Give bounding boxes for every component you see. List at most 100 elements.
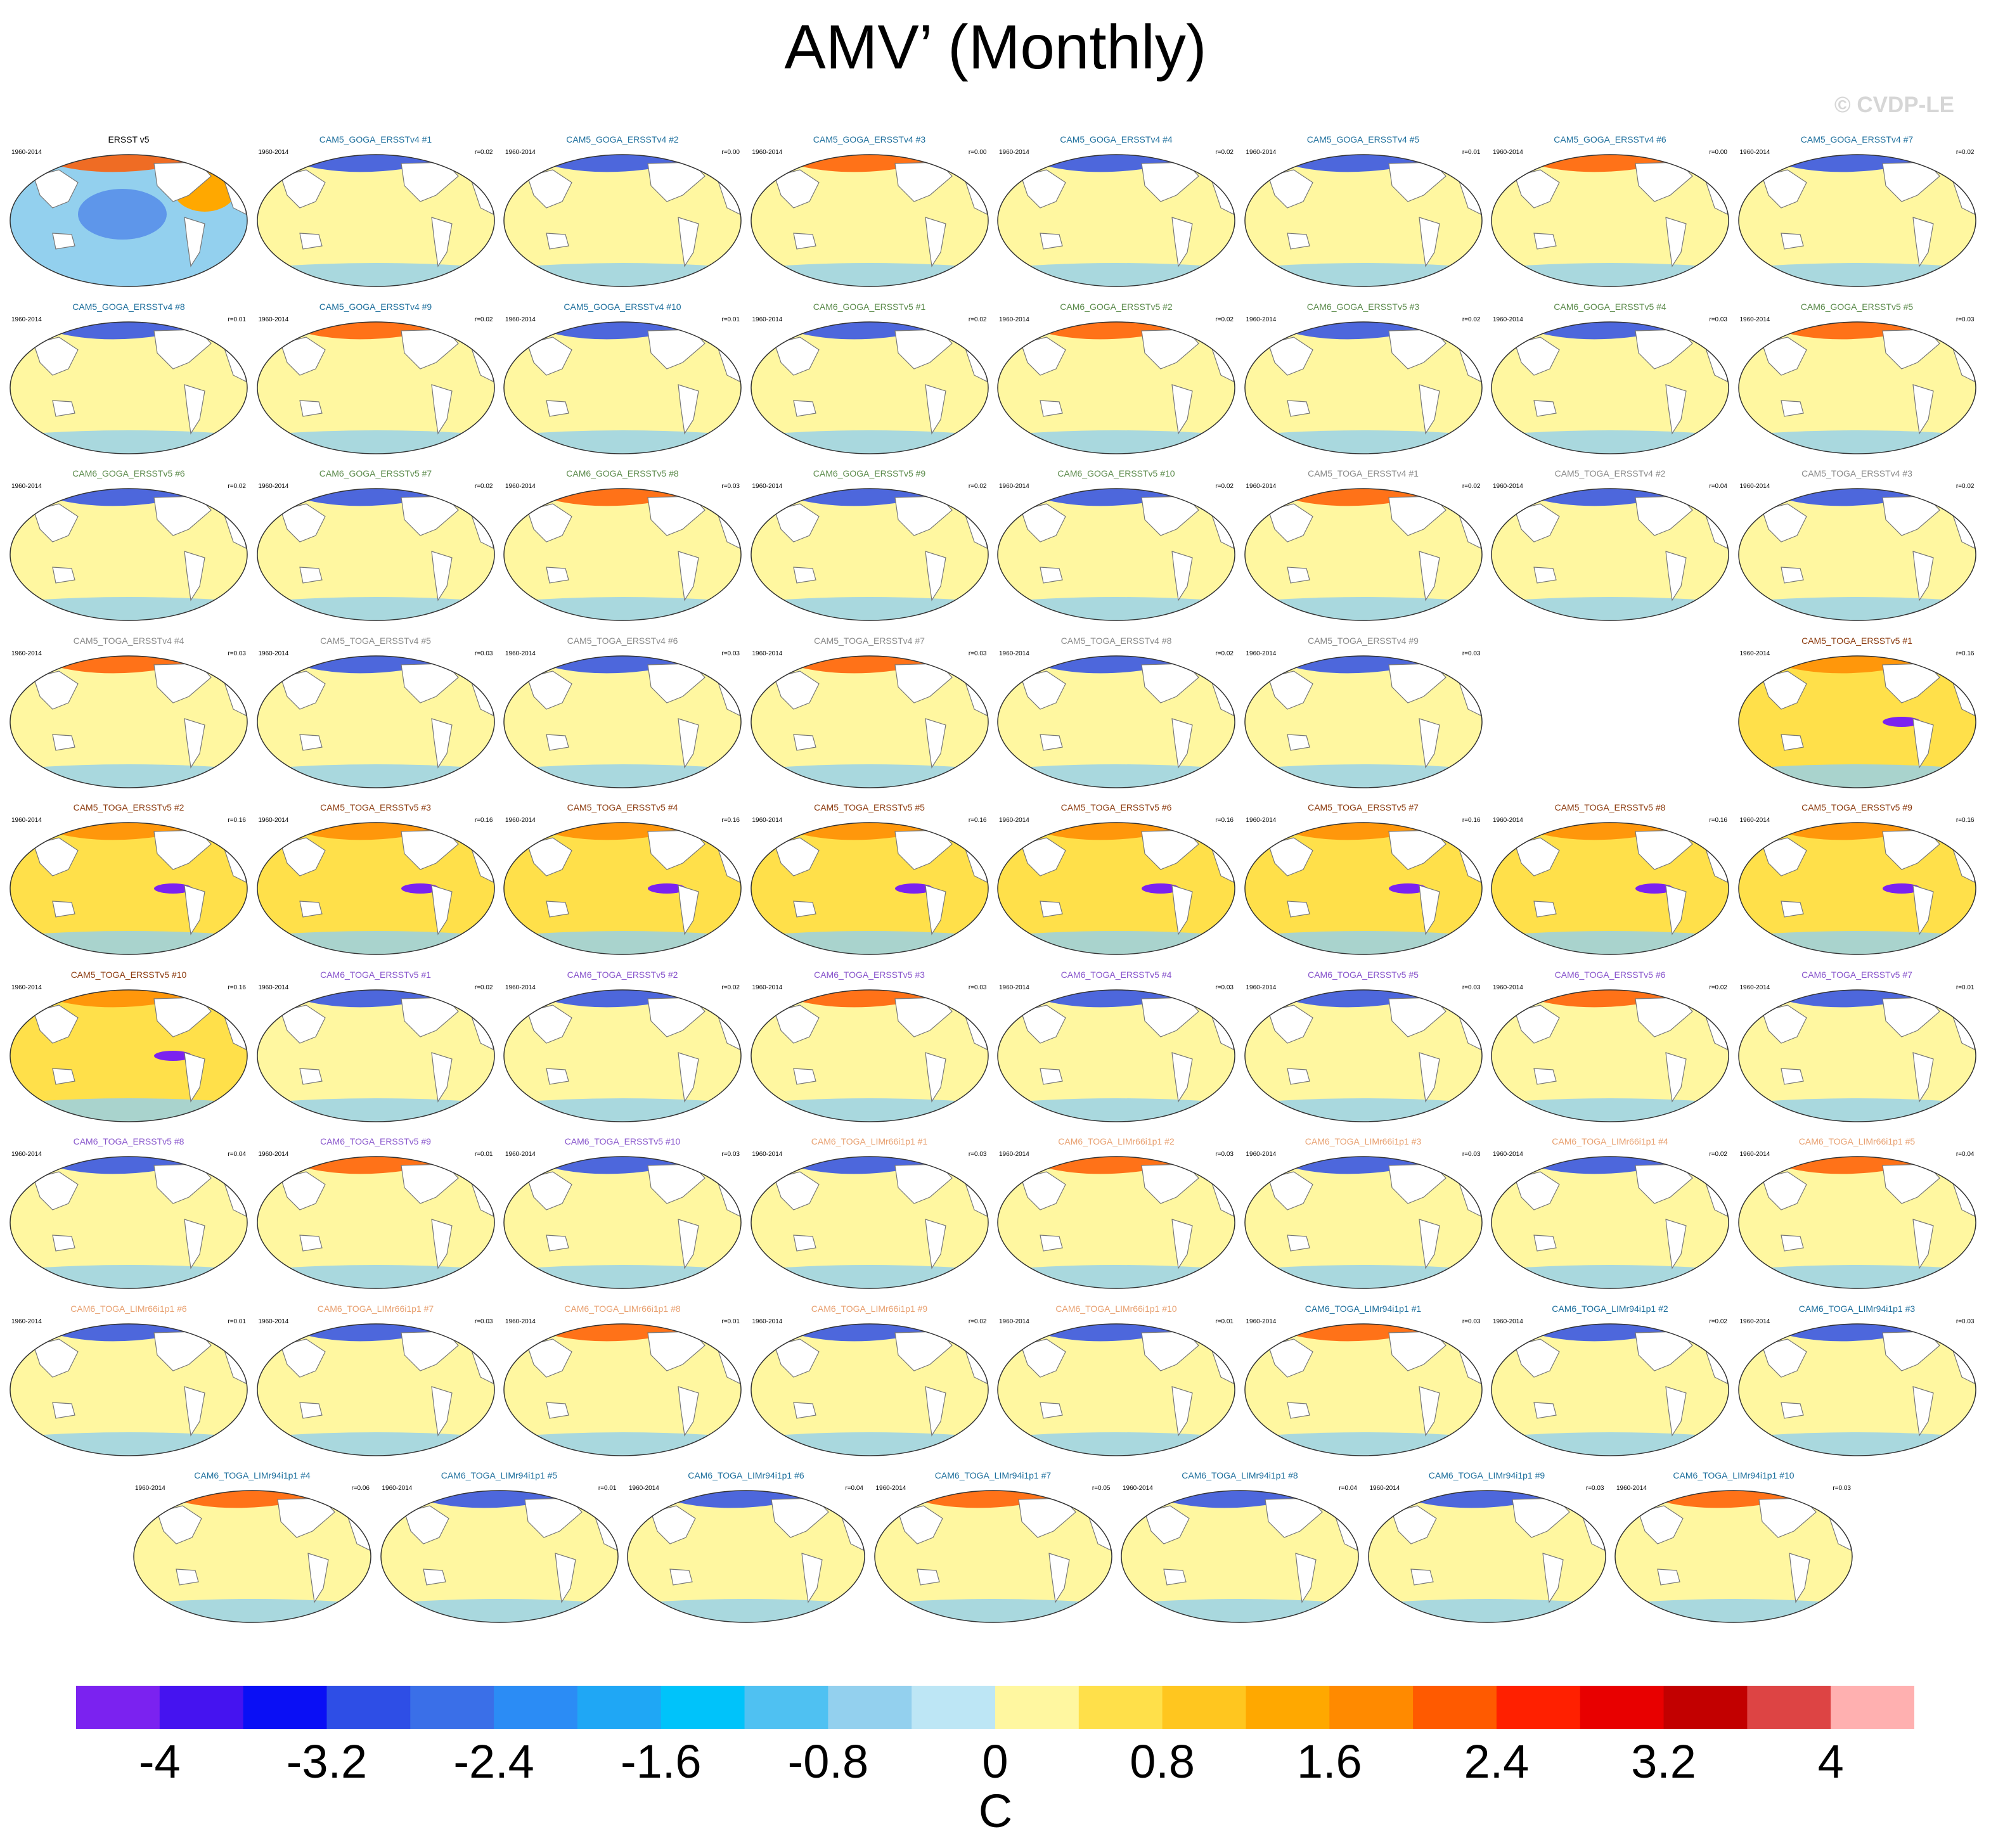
panel-years: 1960-2014 [752,817,783,824]
robinson-map [503,822,742,955]
colorbar-tick-label: 0 [982,1735,1008,1788]
map-panel: CAM5_TOGA_ERSSTv5 #9 1960-2014 r=0.16 [1737,802,1977,959]
robinson-map [256,655,495,788]
landmass [792,399,816,417]
colorbar-swatch [1078,1686,1163,1729]
panel-title: CAM5_TOGA_ERSSTv5 #3 [320,802,431,812]
landmass [1021,670,1066,710]
panel-correlation: r=0.02 [1956,149,1975,156]
map-outline [256,822,495,955]
southern-ocean-anomaly [1249,931,1478,954]
landmass [403,1505,449,1544]
panel-correlation: r=0.06 [351,1485,370,1492]
colorbar-tick-label: 2.4 [1464,1735,1530,1788]
robinson-map [1244,655,1483,788]
panel-years: 1960-2014 [1246,316,1277,323]
panel-correlation: r=0.16 [1215,817,1234,824]
robinson-map [1491,488,1729,621]
robinson-map [1491,154,1729,287]
landmass [52,1067,75,1085]
landmass [1418,551,1440,601]
landmass [52,567,75,584]
panel-title: CAM6_TOGA_LIMr66i1p1 #9 [811,1303,928,1314]
landmass [1789,1553,1810,1603]
landmass [1665,383,1687,435]
robinson-map [1737,1323,1976,1456]
panel-title: CAM5_GOGA_ERSSTv4 #2 [566,134,679,144]
southern-ocean-anomaly [1002,263,1230,286]
landmass [773,1338,820,1378]
panel-correlation: r=0.01 [228,1318,246,1325]
landmass [1761,503,1807,542]
map-outline [256,154,495,287]
landmass [1761,1338,1807,1378]
landmass [1418,383,1440,435]
southern-ocean-anomaly [1743,1432,1971,1456]
panel-title: CAM6_GOGA_ERSSTv5 #2 [1060,301,1173,312]
landmass [1514,1338,1560,1378]
panel-correlation: r=0.16 [1709,817,1727,824]
colorbar-swatch [243,1686,327,1729]
panel-title: CAM6_GOGA_ERSSTv5 #8 [566,468,679,478]
landmass [1267,1171,1313,1210]
landmass [1657,1569,1680,1586]
map-outline [1491,488,1729,621]
map-panel: CAM5_TOGA_ERSSTv5 #6 1960-2014 r=0.16 [996,802,1236,959]
landmass [1021,503,1066,542]
landmass [1144,1505,1190,1544]
map-panel: CAM6_TOGA_ERSSTv5 #1 1960-2014 r=0.02 [256,970,496,1127]
map-outline [503,822,742,955]
panel-title: CAM5_TOGA_ERSSTv4 #7 [814,635,925,646]
panel-correlation: r=0.04 [845,1485,863,1492]
panel-title: CAM5_GOGA_ERSSTv4 #3 [813,134,926,144]
landmass [1171,1385,1193,1437]
southern-ocean-anomaly [15,1432,243,1456]
robinson-map [1737,154,1976,287]
panel-years: 1960-2014 [1246,1318,1277,1325]
landmass [527,837,572,876]
panel-title: CAM6_GOGA_ERSSTv5 #5 [1800,301,1914,312]
panel-correlation: r=0.02 [968,1318,987,1325]
southern-ocean-anomaly [15,764,243,788]
landmass [430,1051,453,1103]
robinson-map [997,822,1235,955]
landmass [1040,233,1063,250]
landmass [1171,551,1193,601]
southern-ocean-anomaly [755,1265,984,1288]
landmass [299,1067,323,1085]
robinson-map [503,1323,742,1456]
map-outline [1491,1323,1729,1456]
colorbar-swatch [326,1686,411,1729]
panel-title: CAM5_GOGA_ERSSTv4 #9 [319,301,432,312]
robinson-map [1491,822,1729,955]
robinson-map [503,321,742,454]
landmass [52,1401,75,1419]
landmass [773,1004,820,1044]
panel-years: 1960-2014 [752,316,783,323]
map-panel: CAM5_TOGA_ERSSTv4 #5 1960-2014 r=0.03 [256,636,496,793]
landmass [184,551,205,601]
landmass [52,733,75,751]
map-outline [750,1156,989,1289]
landmass [678,1385,699,1437]
landmass [546,567,569,584]
landmass [650,1505,696,1544]
panel-years: 1960-2014 [875,1485,906,1492]
panel-years: 1960-2014 [1739,1151,1770,1158]
panel-title: CAM6_TOGA_LIMr94i1p1 #1 [1305,1303,1422,1314]
robinson-map [1491,321,1729,454]
colorbar-swatch [660,1686,745,1729]
robinson-map [503,655,742,788]
landmass [176,1569,199,1586]
colorbar-tick-label: -1.6 [620,1735,702,1788]
map-panel: CAM6_GOGA_ERSSTv5 #5 1960-2014 r=0.03 [1737,302,1977,459]
landmass [1514,336,1560,376]
map-outline [1737,1323,1976,1456]
tropical-pacific-anomaly [1882,883,1921,894]
robinson-map [750,989,989,1122]
map-outline [1244,1156,1483,1289]
landmass [1040,1067,1063,1085]
map-outline [750,154,989,287]
map-panel: CAM6_GOGA_ERSSTv5 #1 1960-2014 r=0.02 [750,302,989,459]
robinson-map [1491,1323,1729,1456]
